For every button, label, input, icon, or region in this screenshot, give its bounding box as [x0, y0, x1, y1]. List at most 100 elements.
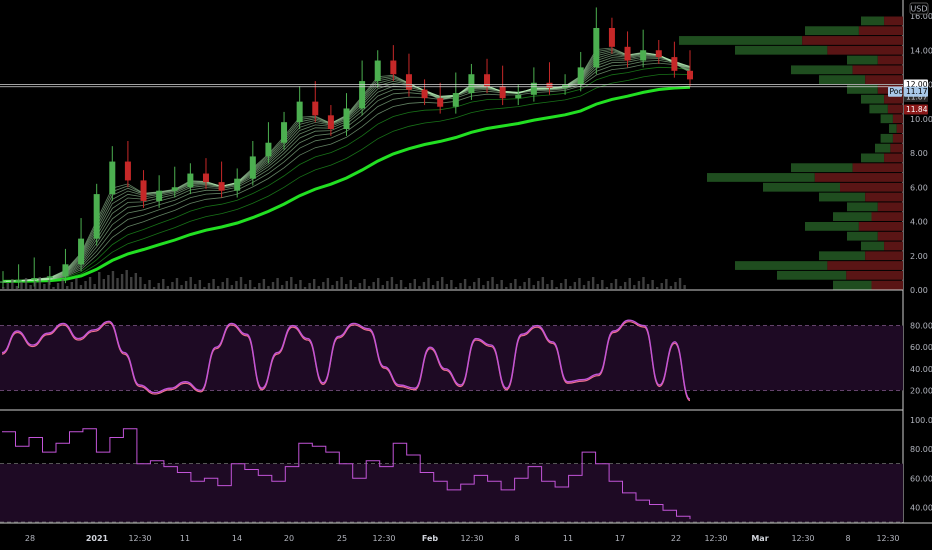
volume-bar [377, 278, 380, 289]
volume-bar [15, 286, 19, 289]
volume-bar [143, 284, 147, 289]
time-tick-label: 22 [671, 534, 681, 543]
candle[interactable] [171, 187, 178, 191]
candle[interactable] [93, 194, 100, 239]
volume-bar [303, 287, 307, 289]
volume-bar [130, 277, 133, 289]
volume-profile-bar-up [819, 251, 866, 261]
volume-bar [24, 278, 28, 289]
candle[interactable] [343, 108, 350, 130]
volume-bar [399, 280, 403, 289]
volume-bar [555, 287, 558, 289]
candle[interactable] [390, 60, 397, 75]
axes: 16.00 14.00 12.00 10.00 8.00 6.00 4.00 2.00 0.00… [25, 12, 932, 543]
candle[interactable] [624, 46, 631, 61]
candle[interactable] [577, 67, 584, 85]
candle[interactable] [421, 89, 428, 99]
candle[interactable] [546, 82, 553, 88]
volume-bar [285, 281, 288, 289]
volume-bar [500, 280, 503, 289]
candle[interactable] [296, 101, 303, 123]
candle[interactable] [530, 82, 537, 95]
volume-bar [29, 285, 32, 289]
candle[interactable] [187, 173, 194, 188]
volume-profile-bar-down [877, 202, 903, 212]
candle[interactable] [109, 161, 116, 195]
candle[interactable] [687, 70, 693, 80]
candle[interactable] [359, 81, 366, 109]
volume-bar [509, 283, 513, 289]
volume-bar [646, 284, 650, 289]
price-panel[interactable] [0, 7, 903, 290]
candle[interactable] [218, 182, 225, 191]
candle[interactable] [62, 264, 69, 277]
candle[interactable] [484, 74, 491, 87]
volume-bar [98, 272, 101, 289]
candle[interactable] [499, 86, 506, 99]
volume-bar [162, 279, 165, 289]
volume-profile-bar-down [892, 114, 903, 124]
candle[interactable] [640, 50, 647, 61]
candle[interactable] [515, 94, 522, 99]
candle[interactable] [140, 180, 147, 201]
volume-bar [678, 278, 682, 289]
candle[interactable] [156, 190, 163, 201]
volume-profile-bar-up [880, 114, 893, 124]
candle[interactable] [249, 156, 256, 179]
candle[interactable] [671, 57, 678, 71]
candle[interactable] [327, 115, 334, 130]
volume-bar [116, 278, 119, 289]
volume-profile-bar-up [847, 231, 878, 241]
volume-bar [569, 286, 572, 289]
volume-profile-bar-up [875, 143, 891, 153]
volume-bar [418, 286, 421, 289]
volume-bar [514, 279, 517, 289]
volume-bar [184, 281, 188, 289]
rsi-panel[interactable] [0, 428, 903, 523]
time-tick-label: 8 [514, 534, 519, 543]
volume-bar [527, 278, 531, 289]
volume-bar [267, 286, 270, 289]
candle[interactable] [562, 84, 569, 88]
volume-bar [171, 282, 174, 289]
stochastic-panel[interactable] [0, 319, 903, 402]
volume-bar [331, 285, 334, 289]
candle[interactable] [437, 98, 444, 107]
rsi-band [0, 463, 903, 522]
candle[interactable] [31, 278, 38, 280]
rsi-tick-label: 80.00 [910, 445, 932, 454]
volume-profile-bar-up [847, 202, 878, 212]
candle[interactable] [405, 74, 412, 90]
candle[interactable] [234, 178, 241, 191]
currency-badge[interactable]: USD [909, 2, 929, 15]
candle[interactable] [78, 238, 85, 265]
candle[interactable] [655, 50, 662, 58]
candle[interactable] [312, 101, 319, 116]
candle[interactable] [468, 74, 475, 94]
volume-bar [2, 287, 5, 289]
moving-average-line [2, 47, 691, 282]
candle[interactable] [281, 122, 288, 143]
price-tick-label: 10.00 [910, 115, 932, 124]
candle[interactable] [374, 60, 381, 82]
candle[interactable] [452, 93, 459, 107]
candle[interactable] [202, 173, 209, 183]
volume-bar [468, 286, 471, 289]
volume-bar [148, 280, 151, 289]
candle[interactable] [608, 27, 615, 47]
volume-bar [633, 285, 636, 289]
volume-profile-bar-up [861, 241, 885, 251]
volume-bar [591, 277, 595, 289]
candle[interactable] [15, 279, 22, 282]
volume-profile-bar-up [847, 55, 878, 65]
volume-profile-bar-down [852, 163, 903, 173]
candle[interactable] [593, 27, 600, 68]
candle[interactable] [124, 161, 131, 181]
candle[interactable] [0, 281, 6, 283]
candle[interactable] [46, 276, 53, 279]
volume-profile-bar-up [889, 124, 897, 133]
candle[interactable] [265, 142, 272, 157]
volume-bar [157, 283, 160, 289]
volume-profile-bar-down [884, 16, 903, 26]
